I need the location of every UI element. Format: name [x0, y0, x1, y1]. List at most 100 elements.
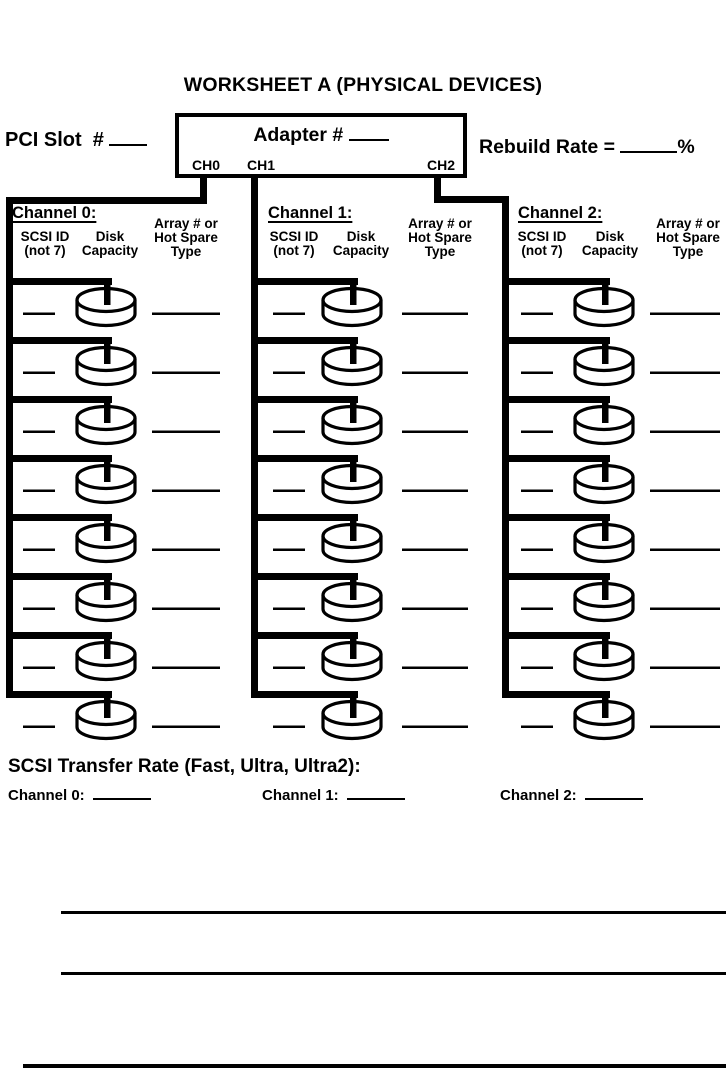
pci-slot-blank	[109, 141, 148, 146]
bus-jog-line	[6, 197, 207, 204]
channel-1-scsi-id-header: SCSI ID (not 7)	[269, 229, 319, 258]
device-row	[6, 691, 220, 741]
branch-line	[6, 396, 112, 403]
disk-icon	[75, 636, 137, 682]
adapter-drop-line	[434, 176, 441, 203]
adapter-number-blank	[348, 136, 389, 141]
adapter-port-ch0: CH0	[192, 157, 221, 173]
disk-stub-line	[350, 341, 357, 364]
bus-line	[6, 197, 13, 698]
channel-2-bus	[434, 176, 720, 741]
disk-stub-line	[602, 400, 609, 423]
disk-icon	[573, 518, 635, 564]
array-or-hot-spare-blank	[650, 666, 720, 669]
disk-stub-line	[350, 459, 357, 482]
branch-line	[502, 632, 610, 639]
device-row	[251, 278, 468, 328]
disk-icon	[75, 400, 137, 446]
scsi-id-blank	[273, 312, 305, 315]
disk-icon	[321, 518, 383, 564]
scsi-id-blank	[23, 489, 55, 492]
scsi-id-blank	[521, 371, 553, 374]
disk-icon	[573, 695, 635, 741]
device-row	[502, 278, 720, 328]
disk-stub-line	[350, 518, 357, 541]
branch-line	[251, 396, 358, 403]
branch-line	[251, 337, 358, 344]
array-or-hot-spare-blank	[152, 312, 220, 315]
device-row	[502, 337, 720, 387]
branch-line	[251, 278, 358, 285]
disk-icon	[75, 459, 137, 505]
disk-icon	[75, 282, 137, 328]
channel-1-bus	[251, 176, 468, 741]
adapter-number-field: Adapter #	[179, 124, 463, 147]
disk-stub-line	[350, 695, 357, 718]
adapter-port-ch2: CH2	[426, 157, 455, 173]
array-or-hot-spare-blank	[402, 548, 468, 551]
device-row	[502, 632, 720, 682]
branch-line	[502, 337, 610, 344]
bus-line	[251, 176, 258, 698]
scsi-id-blank	[273, 548, 305, 551]
adapter-drop-line	[200, 176, 207, 204]
array-or-hot-spare-blank	[402, 607, 468, 610]
disk-stub-line	[104, 577, 111, 600]
disk-icon	[573, 577, 635, 623]
rebuild-rate-unit: %	[677, 136, 695, 158]
disk-stub-line	[602, 695, 609, 718]
disk-icon	[321, 695, 383, 741]
branch-line	[6, 455, 112, 462]
array-or-hot-spare-blank	[402, 312, 468, 315]
channel-0-disk-capacity-header: Disk Capacity	[81, 229, 139, 258]
branch-line	[251, 573, 358, 580]
rebuild-rate-field: Rebuild Rate = %	[479, 136, 695, 159]
pci-slot-field: PCI Slot #	[5, 129, 148, 152]
disk-stub-line	[104, 400, 111, 423]
channel-1-disk-capacity-header: Disk Capacity	[332, 229, 390, 258]
branch-line	[502, 396, 610, 403]
disk-stub-line	[602, 636, 609, 659]
channel-0-array-header: Array # or Hot Spare Type	[154, 216, 218, 259]
scsi-id-blank	[521, 725, 553, 728]
device-row	[6, 278, 220, 328]
array-or-hot-spare-blank	[650, 489, 720, 492]
scsi-id-blank	[23, 312, 55, 315]
disk-icon	[573, 636, 635, 682]
scsi-id-blank	[273, 666, 305, 669]
disk-stub-line	[104, 518, 111, 541]
disk-stub-line	[104, 282, 111, 305]
branch-line	[6, 573, 112, 580]
branch-line	[502, 278, 610, 285]
array-or-hot-spare-blank	[402, 489, 468, 492]
bus-line	[502, 196, 509, 698]
scsi-id-blank	[23, 371, 55, 374]
disk-stub-line	[350, 636, 357, 659]
array-or-hot-spare-blank	[402, 666, 468, 669]
disk-stub-line	[602, 518, 609, 541]
disk-icon	[573, 282, 635, 328]
array-or-hot-spare-blank	[650, 548, 720, 551]
transfer-rate-channel-2-blank	[584, 795, 643, 800]
device-row	[502, 573, 720, 623]
array-or-hot-spare-blank	[402, 725, 468, 728]
array-or-hot-spare-blank	[152, 548, 220, 551]
scsi-id-blank	[273, 430, 305, 433]
branch-line	[502, 573, 610, 580]
disk-icon	[75, 577, 137, 623]
disk-icon	[573, 400, 635, 446]
scsi-id-blank	[23, 430, 55, 433]
array-or-hot-spare-blank	[152, 430, 220, 433]
branch-line	[502, 691, 610, 698]
device-row	[502, 514, 720, 564]
branch-line	[6, 337, 112, 344]
scsi-id-blank	[273, 489, 305, 492]
device-row	[251, 573, 468, 623]
disk-stub-line	[602, 577, 609, 600]
disk-icon	[75, 341, 137, 387]
disk-stub-line	[350, 577, 357, 600]
disk-stub-line	[104, 695, 111, 718]
device-row	[251, 396, 468, 446]
